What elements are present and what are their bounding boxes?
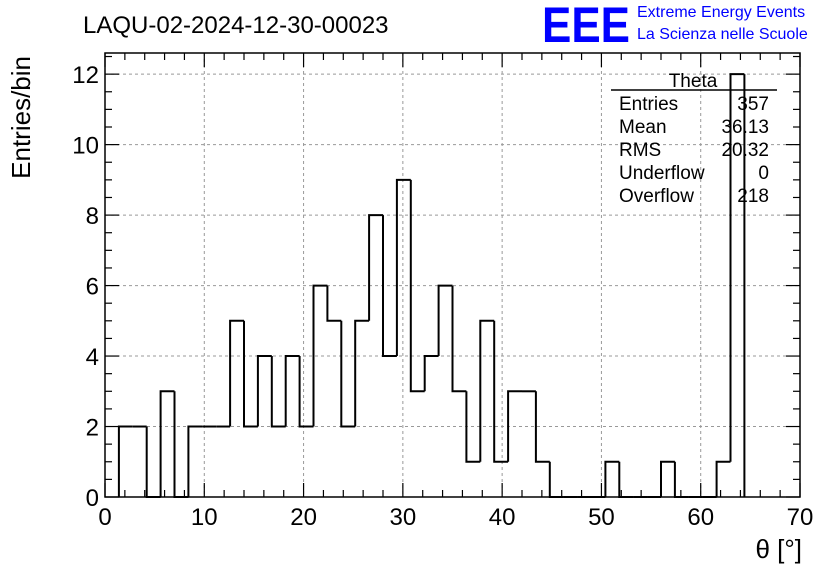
histogram-bin — [229, 319, 244, 427]
x-tick-label: 70 — [787, 504, 814, 531]
histogram-bin — [298, 356, 314, 428]
histogram-bin — [187, 425, 203, 497]
stats-rows: Entries 357 Mean 36.13 RMS 20.32 Underflow 0 Ove… — [619, 94, 769, 207]
histogram-bin — [243, 320, 258, 428]
stats-value: 0 — [758, 163, 769, 184]
histogram-bin — [409, 179, 425, 393]
brand-line2: La Scienza nelle Scuole — [637, 26, 808, 43]
chart-title: LAQU-02-2024-12-30-00023 — [83, 12, 389, 39]
stats-label: Underflow — [619, 163, 705, 184]
y-tick-label: 6 — [86, 274, 99, 301]
x-tick-label: 30 — [390, 504, 417, 531]
histogram-bin — [534, 391, 550, 463]
y-tick-label: 12 — [72, 62, 99, 89]
histogram-bin — [326, 285, 342, 322]
y-tick-label: 2 — [86, 415, 99, 442]
histogram-bin — [284, 355, 300, 427]
stats-label: Overflow — [619, 186, 694, 207]
y-tick-label: 10 — [72, 133, 99, 160]
brand-logo: EEE Extreme Energy Events La Scienza nel… — [542, 0, 808, 53]
y-tick-label: 0 — [86, 485, 99, 512]
histogram-bin — [423, 355, 439, 392]
stats-value: 218 — [737, 186, 769, 207]
stats-value: 357 — [737, 94, 769, 115]
brand-logo-text: EEE — [542, 0, 630, 53]
histogram-bin — [312, 284, 328, 427]
histogram-bin — [729, 73, 745, 462]
brand-line1: Extreme Energy Events — [637, 4, 805, 21]
y-axis-label: Entries/bin — [6, 56, 36, 179]
histogram-bin — [382, 215, 397, 358]
x-tick-label: 40 — [489, 504, 516, 531]
x-tick-label: 50 — [588, 504, 615, 531]
histogram-bin — [256, 355, 272, 427]
histogram-bin — [159, 390, 175, 497]
histogram-bin — [451, 285, 467, 393]
x-tick-label: 20 — [290, 504, 317, 531]
histogram-bin — [173, 391, 189, 498]
histogram-bin — [270, 356, 286, 428]
histogram-bin — [715, 460, 731, 497]
plot-frame — [104, 52, 801, 498]
histogram-bin — [368, 214, 383, 321]
x-tick-label: 10 — [191, 504, 218, 531]
histogram-bin — [145, 426, 161, 498]
y-tick-labels: 0 2 4 6 8 10 12 — [72, 62, 99, 512]
x-axis-label: θ [°] — [755, 534, 802, 564]
axis-ticks — [104, 53, 801, 498]
stats-label: RMS — [619, 140, 661, 161]
x-tick-label: 60 — [687, 504, 714, 531]
stats-title: Theta — [669, 71, 718, 92]
histogram-bin — [117, 425, 133, 497]
histogram-bin — [340, 320, 356, 428]
stats-value: 20.32 — [721, 140, 769, 161]
y-tick-label: 4 — [86, 344, 99, 371]
x-tick-labels: 0 10 20 30 40 50 60 70 — [98, 504, 813, 531]
histogram-bin — [465, 391, 481, 463]
y-tick-label: 8 — [86, 203, 99, 230]
histogram-bin — [437, 284, 453, 357]
histogram-bin — [604, 460, 620, 497]
stats-box: Theta Entries 357 Mean 36.13 RMS 20.32 Underfl… — [611, 71, 777, 207]
histogram-bin — [354, 319, 370, 427]
stats-label: Entries — [619, 94, 678, 115]
stats-label: Mean — [619, 117, 667, 138]
histogram-bin — [673, 461, 689, 498]
stats-value: 36.13 — [721, 117, 769, 138]
x-tick-label: 0 — [98, 504, 111, 531]
histogram-bin — [660, 460, 675, 497]
grid-lines — [105, 53, 800, 497]
histogram-bin — [507, 390, 522, 462]
histogram-bin — [479, 319, 495, 462]
histogram-bin — [493, 320, 509, 463]
histogram-bin — [395, 178, 411, 357]
